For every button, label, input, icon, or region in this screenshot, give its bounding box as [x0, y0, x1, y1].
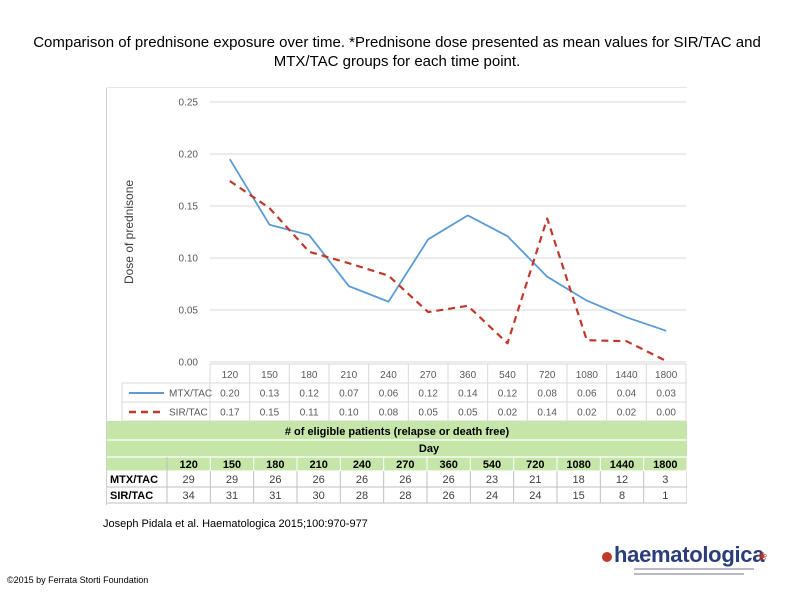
- eligible-table-cell: 34: [183, 490, 195, 502]
- eligible-table-cell: 12: [616, 474, 628, 486]
- eligible-table-cell: 30: [313, 490, 325, 502]
- eligible-table-cell: 28: [356, 490, 368, 502]
- x-tick-label: 210: [340, 370, 357, 381]
- x-tick-label: 150: [261, 370, 278, 381]
- eligible-table-cell: 29: [183, 474, 195, 486]
- eligible-table-cell: 24: [529, 490, 541, 502]
- eligible-table-day: 120: [179, 459, 197, 471]
- eligible-table-cell: 29: [226, 474, 238, 486]
- eligible-table-cell: 31: [269, 490, 281, 502]
- data-label: 0.03: [656, 389, 676, 400]
- prednisone-figure: 0.00 0.05 0.10 0.15 0.20 0.25 Dose of predniso…: [107, 88, 688, 505]
- data-label: 0.05: [458, 408, 478, 419]
- x-tick-label: 180: [301, 370, 318, 381]
- eligible-table-cell: 18: [573, 474, 585, 486]
- data-label: 0.12: [299, 389, 319, 400]
- y-tick-label: 0.05: [179, 306, 199, 317]
- eligible-table-title: # of eligible patients (relapse or death…: [285, 426, 510, 438]
- x-tick-label: 1800: [655, 370, 678, 381]
- eligible-table-day: 210: [309, 459, 327, 471]
- data-label: 0.06: [379, 389, 399, 400]
- logo-emblem-icon: ❀: [758, 551, 768, 563]
- x-tick-label: 720: [539, 370, 556, 381]
- prednisone-chart: 0.00 0.05 0.10 0.15 0.20 0.25 Dose of predniso…: [107, 98, 688, 504]
- x-tick-label: 1440: [615, 370, 638, 381]
- data-label: 0.11: [300, 408, 319, 419]
- y-tick-label: 0.25: [179, 98, 199, 109]
- eligible-table-cell: 28: [399, 490, 411, 502]
- legend-label-sir: SIR/TAC: [169, 408, 208, 419]
- haematologica-logo: haematologica ❀: [600, 542, 780, 578]
- data-label: 0.15: [260, 408, 280, 419]
- eligible-table-day: 270: [396, 459, 414, 471]
- slide-title: Comparison of prednisone exposure over t…: [33, 34, 761, 70]
- eligible-table-cell: 23: [486, 474, 498, 486]
- eligible-table-day: 1800: [653, 459, 677, 471]
- data-label: 0.20: [220, 389, 240, 400]
- logo-wordmark: haematologica: [614, 542, 765, 567]
- eligible-table-cell: 24: [486, 490, 498, 502]
- data-label: 0.05: [418, 408, 438, 419]
- eligible-table-row-label: SIR/TAC: [110, 490, 153, 502]
- eligible-table-cell: 26: [443, 490, 455, 502]
- eligible-table-cell: 26: [313, 474, 325, 486]
- data-label: 0.04: [617, 389, 637, 400]
- x-tick-label: 270: [420, 370, 437, 381]
- eligible-table-cell: 1: [662, 490, 668, 502]
- data-label: 0.02: [617, 408, 637, 419]
- data-label: 0.14: [537, 408, 557, 419]
- logo-dot-icon: [602, 552, 612, 562]
- eligible-table-cell: 21: [529, 474, 541, 486]
- eligible-table-day: 180: [266, 459, 284, 471]
- data-label: 0.08: [537, 389, 557, 400]
- x-tick-label: 540: [499, 370, 516, 381]
- eligible-table-day: 1440: [610, 459, 634, 471]
- x-tick-label: 1080: [576, 370, 599, 381]
- eligible-table-day: 360: [439, 459, 457, 471]
- eligible-table-cell: 26: [399, 474, 411, 486]
- y-tick-label: 0.10: [179, 254, 199, 265]
- eligible-table-cell: 3: [662, 474, 668, 486]
- eligible-table-cell: 26: [269, 474, 281, 486]
- eligible-table-day: 540: [483, 459, 501, 471]
- eligible-table-cell: 26: [356, 474, 368, 486]
- eligible-table-day: 240: [353, 459, 371, 471]
- x-tick-label: 360: [459, 370, 476, 381]
- eligible-table-subtitle: Day: [419, 443, 440, 455]
- eligible-table-day: 1080: [566, 459, 590, 471]
- data-label: 0.12: [498, 389, 518, 400]
- legend-label-mtx: MTX/TAC: [169, 389, 212, 400]
- data-label: 0.00: [656, 408, 676, 419]
- eligible-table-cell: 15: [573, 490, 585, 502]
- data-label: 0.12: [418, 389, 438, 400]
- y-axis-label: Dose of prednisone: [122, 180, 136, 284]
- copyright: ©2015 by Ferrata Storti Foundation: [7, 575, 149, 585]
- y-tick-label: 0.20: [179, 150, 199, 161]
- eligible-table-cell: 31: [226, 490, 238, 502]
- data-label: 0.14: [458, 389, 478, 400]
- eligible-table-day: 150: [223, 459, 241, 471]
- logo-tagline-line: [634, 568, 754, 570]
- data-label: 0.07: [339, 389, 359, 400]
- data-label: 0.10: [339, 408, 359, 419]
- eligible-table-header-band: [107, 421, 687, 471]
- data-label: 0.06: [577, 389, 597, 400]
- data-label: 0.02: [577, 408, 597, 419]
- citation: Joseph Pidala et al. Haematologica 2015;…: [103, 518, 368, 530]
- eligible-table-cell: 26: [443, 474, 455, 486]
- data-label: 0.08: [379, 408, 399, 419]
- y-tick-label: 0.15: [179, 202, 199, 213]
- eligible-table-day: 720: [526, 459, 544, 471]
- eligible-table-row-label: MTX/TAC: [110, 474, 158, 486]
- data-label: 0.17: [220, 408, 240, 419]
- eligible-table-cell: 8: [619, 490, 625, 502]
- data-label: 0.02: [498, 408, 518, 419]
- series-line-mtx: [229, 158, 667, 332]
- x-tick-label: 120: [221, 370, 238, 381]
- logo-tagline-line: [634, 573, 744, 575]
- x-tick-label: 240: [380, 370, 397, 381]
- data-label: 0.13: [260, 389, 280, 400]
- series-line-sir: [229, 180, 667, 362]
- y-tick-label: 0.00: [179, 358, 199, 369]
